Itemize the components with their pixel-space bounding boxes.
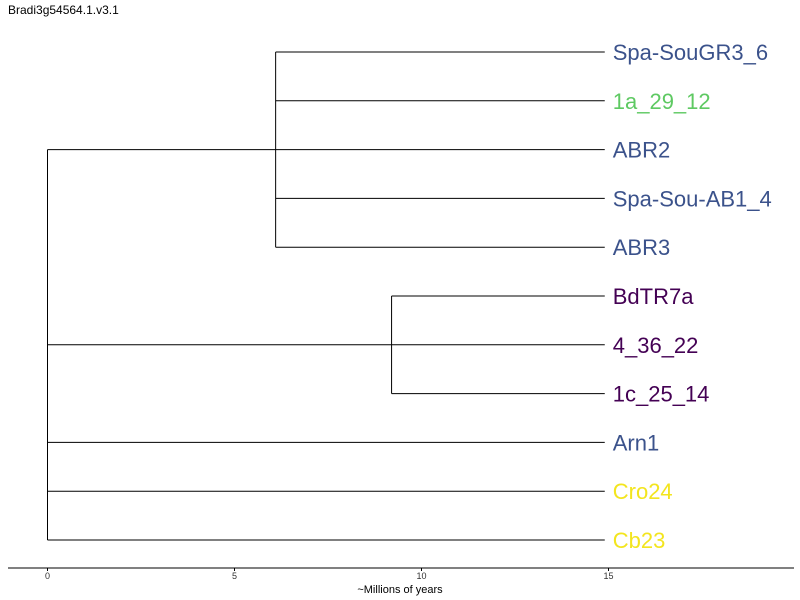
x-tick-label: 0 xyxy=(45,571,50,581)
x-tick-label: 10 xyxy=(416,571,426,581)
leaf-label: 1c_25_14 xyxy=(613,382,710,407)
leaf-label: 1a_29_12 xyxy=(613,89,711,114)
leaf-label: Arn1 xyxy=(613,430,659,455)
leaf-label: ABR2 xyxy=(613,138,670,163)
leaf-label: Cro24 xyxy=(613,479,673,504)
x-tick-label: 5 xyxy=(232,571,237,581)
leaf-label: Spa-Sou-AB1_4 xyxy=(613,186,772,211)
leaf-label: 4_36_22 xyxy=(613,333,699,358)
leaf-label: ABR3 xyxy=(613,235,670,260)
page-title: Bradi3g54564.1.v3.1 xyxy=(8,3,119,17)
leaf-label: Cb23 xyxy=(613,528,666,553)
x-tick-label: 15 xyxy=(603,571,613,581)
leaf-label: BdTR7a xyxy=(613,284,694,309)
x-axis-title: ~Millions of years xyxy=(357,584,443,596)
leaf-label: Spa-SouGR3_6 xyxy=(613,40,768,65)
